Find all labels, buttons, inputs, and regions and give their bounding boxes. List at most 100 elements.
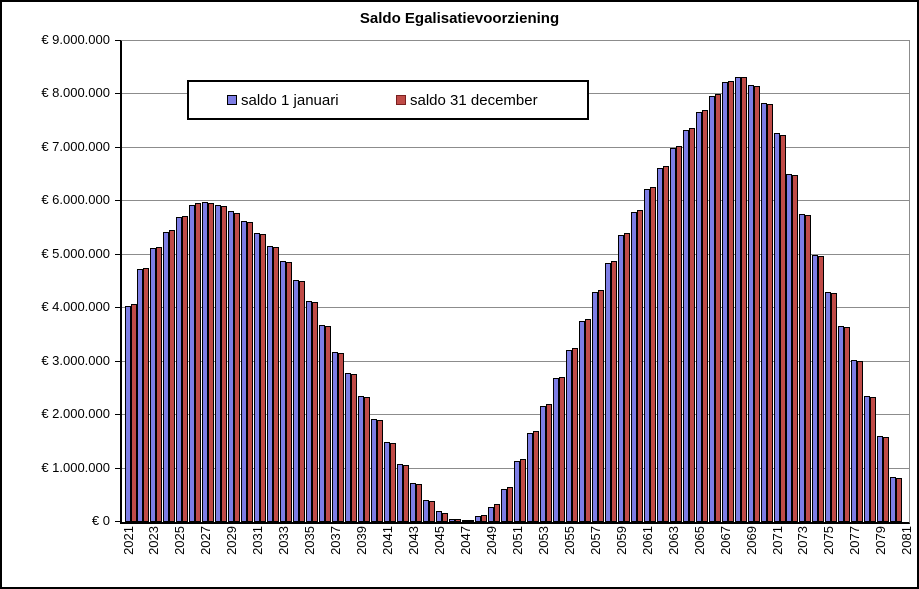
x-tick-label: 2053 (536, 526, 551, 555)
bar-2022-jan1 (137, 269, 143, 522)
x-tick-label: 2043 (406, 526, 421, 555)
bar-2047-jan1 (462, 520, 468, 522)
x-tick-label: 2029 (224, 526, 239, 555)
bar-2072-jan1 (786, 174, 792, 522)
bar-2065-dec31 (702, 110, 708, 522)
bar-2057-dec31 (598, 290, 604, 522)
bar-2031-dec31 (260, 234, 266, 522)
legend-swatch-red (396, 95, 406, 105)
y-axis-tick (115, 521, 121, 522)
bar-2060-dec31 (637, 210, 643, 522)
bar-2065-jan1 (696, 112, 702, 522)
x-tick-label: 2061 (640, 526, 655, 555)
gridline (122, 414, 909, 415)
bar-2046-dec31 (455, 519, 461, 522)
x-tick-label: 2035 (302, 526, 317, 555)
bar-2043-jan1 (410, 483, 416, 522)
bar-2036-dec31 (325, 326, 331, 522)
legend-label: saldo 31 december (410, 91, 538, 109)
bar-2071-jan1 (774, 133, 780, 522)
bar-2032-jan1 (267, 246, 273, 522)
bar-2074-jan1 (812, 255, 818, 522)
x-tick-label: 2037 (328, 526, 343, 555)
bar-2072-dec31 (792, 175, 798, 522)
bar-2052-jan1 (527, 433, 533, 522)
bar-2060-jan1 (631, 212, 637, 522)
bar-2037-dec31 (338, 353, 344, 522)
bar-2080-jan1 (890, 477, 896, 522)
x-tick-label: 2047 (458, 526, 473, 555)
bar-2047-dec31 (468, 520, 474, 522)
y-tick-label: € 5.000.000 (41, 246, 110, 261)
bar-2070-jan1 (761, 103, 767, 522)
y-axis-tick (115, 307, 121, 308)
bar-2051-dec31 (520, 459, 526, 522)
bar-2032-dec31 (273, 247, 279, 522)
bar-2025-jan1 (176, 217, 182, 522)
bar-2041-dec31 (390, 443, 396, 522)
y-tick-label: € 0 (91, 513, 110, 528)
bar-2055-dec31 (572, 348, 578, 522)
bar-2041-jan1 (384, 442, 390, 522)
bar-2062-jan1 (657, 168, 663, 522)
bar-2046-jan1 (449, 519, 455, 522)
bar-2076-jan1 (838, 326, 844, 522)
gridline (122, 200, 909, 201)
bar-2068-jan1 (735, 77, 741, 522)
bar-2063-dec31 (676, 146, 682, 522)
bar-2022-dec31 (143, 268, 149, 522)
y-axis-tick (115, 200, 121, 201)
bar-2040-dec31 (377, 420, 383, 522)
bar-2030-dec31 (247, 222, 253, 522)
bar-2024-dec31 (169, 230, 175, 522)
bar-2069-dec31 (754, 86, 760, 522)
bar-2056-dec31 (585, 319, 591, 522)
bar-2064-jan1 (683, 130, 689, 522)
x-tick-label: 2069 (744, 526, 759, 555)
bar-2024-jan1 (163, 232, 169, 522)
bar-2034-jan1 (293, 280, 299, 522)
x-tick-label: 2023 (146, 526, 161, 555)
y-tick-label: € 4.000.000 (41, 299, 110, 314)
bar-2079-jan1 (877, 436, 883, 522)
bar-2053-dec31 (546, 404, 552, 522)
bar-2052-dec31 (533, 431, 539, 522)
bar-2044-jan1 (423, 500, 429, 522)
x-tick-label: 2073 (795, 526, 810, 555)
bar-2033-jan1 (280, 261, 286, 522)
bar-2048-jan1 (475, 516, 481, 522)
x-tick-label: 2081 (899, 526, 914, 555)
bar-2026-dec31 (195, 203, 201, 522)
bar-2064-dec31 (689, 128, 695, 522)
x-tick-label: 2077 (847, 526, 862, 555)
bar-2050-dec31 (507, 487, 513, 522)
x-tick-label: 2059 (614, 526, 629, 555)
x-tick-label: 2057 (588, 526, 603, 555)
bar-2044-dec31 (429, 501, 435, 522)
legend-item-saldo-31-december: saldo 31 december (396, 82, 538, 118)
y-axis-tick (115, 361, 121, 362)
bar-2042-jan1 (397, 464, 403, 522)
x-tick-label: 2049 (484, 526, 499, 555)
bar-2023-jan1 (150, 248, 156, 522)
bar-2038-jan1 (345, 373, 351, 522)
bar-2050-jan1 (501, 489, 507, 522)
bar-2037-jan1 (332, 352, 338, 522)
bar-2045-dec31 (442, 513, 448, 522)
bar-2075-jan1 (825, 292, 831, 522)
legend-item-saldo-1-januari: saldo 1 januari (227, 82, 339, 118)
y-tick-label: € 6.000.000 (41, 192, 110, 207)
bar-2073-dec31 (805, 215, 811, 522)
bar-2028-dec31 (221, 206, 227, 522)
bar-2021-dec31 (131, 304, 137, 522)
bar-2078-dec31 (870, 397, 876, 522)
legend-label: saldo 1 januari (241, 91, 339, 109)
y-tick-label: € 3.000.000 (41, 353, 110, 368)
bar-2066-jan1 (709, 96, 715, 522)
bar-2075-dec31 (831, 293, 837, 522)
chart-title: Saldo Egalisatievoorziening (359, 10, 560, 27)
x-tick-label: 2075 (821, 526, 836, 555)
x-tick-label: 2021 (121, 526, 136, 555)
bar-2021-jan1 (125, 306, 131, 522)
